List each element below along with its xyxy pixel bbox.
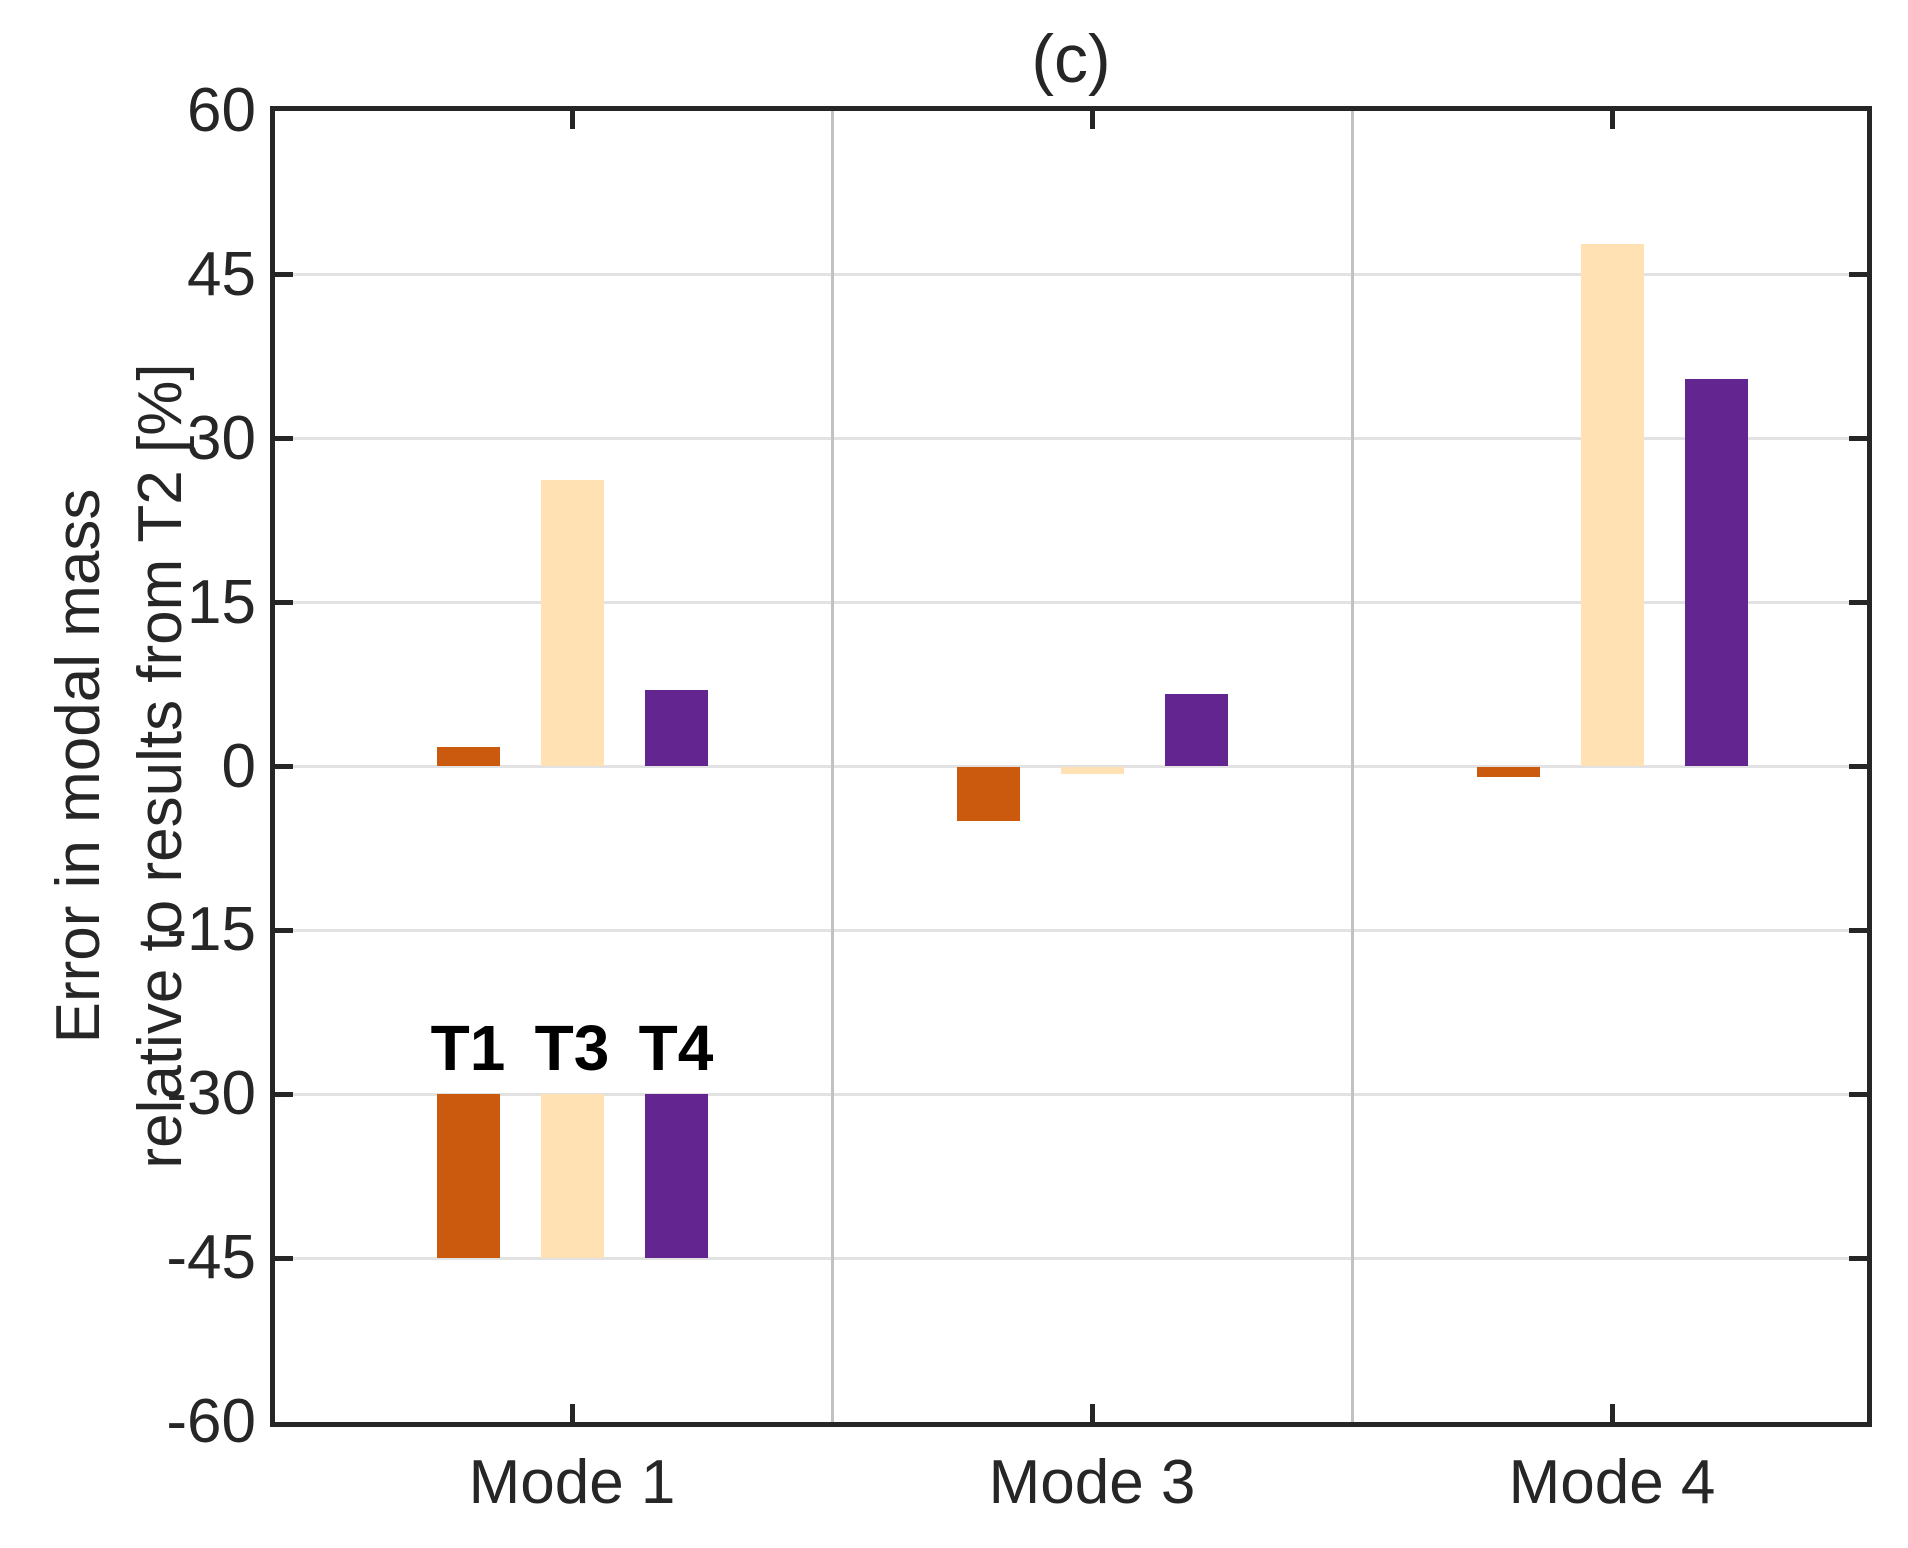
legend-swatch-t4	[644, 1094, 708, 1259]
x-tick-top-mode-3	[1089, 111, 1095, 129]
legend-swatch-t3	[540, 1094, 604, 1259]
bar-t3-mode-1	[540, 480, 604, 767]
x-tick-label-mode-4: Mode 4	[1508, 1448, 1716, 1517]
y-tick-right--15	[1849, 927, 1867, 933]
y-tick-left-0	[275, 764, 293, 769]
x-tick-top-mode-4	[1609, 111, 1615, 129]
y-tick-left--45	[275, 1255, 293, 1261]
y-tick-label--15: -15	[166, 895, 256, 965]
group-separator-1	[830, 111, 834, 1422]
x-tick-bottom-mode-1	[569, 1404, 575, 1422]
x-tick-top-mode-1	[569, 111, 575, 129]
bar-t1-mode-4	[1476, 766, 1540, 778]
y-tick-label-30: 30	[187, 403, 256, 473]
y-tick-label-0: 0	[221, 731, 256, 801]
gridline-y-45	[275, 273, 1867, 277]
legend-swatch-t1	[436, 1094, 500, 1259]
y-tick-label-15: 15	[187, 567, 256, 637]
bar-t3-mode-4	[1580, 244, 1644, 767]
bar-t1-mode-1	[436, 746, 500, 767]
y-tick-label--60: -60	[166, 1387, 256, 1456]
y-tick-left--30	[275, 1091, 293, 1097]
y-tick-left--15	[275, 927, 293, 933]
plot-area: T1 T3 T4	[270, 106, 1872, 1427]
gridline-y-15	[275, 601, 1867, 605]
gridline-y--30	[275, 1092, 1867, 1096]
y-tick-left-15	[275, 600, 293, 606]
gridline-y--45	[275, 1256, 1867, 1260]
y-tick-right-15	[1849, 600, 1867, 606]
legend-label-t3: T3	[534, 1012, 610, 1085]
gridline-y--15	[275, 928, 1867, 932]
bar-t3-mode-3	[1060, 766, 1124, 775]
y-tick-label-60: 60	[187, 76, 256, 145]
y-tick-right--45	[1849, 1255, 1867, 1261]
legend-label-t4: T4	[638, 1012, 714, 1085]
bar-t4-mode-3	[1164, 694, 1228, 767]
y-tick-left-30	[275, 436, 293, 442]
y-tick-right-30	[1849, 436, 1867, 442]
group-separator-2	[1350, 111, 1354, 1422]
x-tick-bottom-mode-3	[1089, 1404, 1095, 1422]
legend-label-t1: T1	[430, 1012, 506, 1085]
x-tick-bottom-mode-4	[1609, 1404, 1615, 1422]
y-tick-label-45: 45	[187, 239, 256, 309]
y-tick-right-45	[1849, 272, 1867, 278]
bar-t4-mode-1	[644, 690, 708, 767]
y-tick-right-0	[1849, 764, 1867, 769]
gridline-y-30	[275, 437, 1867, 441]
y-tick-right--30	[1849, 1091, 1867, 1097]
y-tick-left-45	[275, 272, 293, 278]
bar-t1-mode-3	[956, 766, 1020, 822]
chart-title: (c)	[1031, 21, 1111, 97]
y-tick-label--30: -30	[166, 1059, 256, 1129]
bar-t4-mode-4	[1684, 378, 1748, 767]
x-tick-label-mode-3: Mode 3	[988, 1448, 1196, 1517]
x-tick-label-mode-1: Mode 1	[468, 1448, 676, 1517]
y-tick-label--45: -45	[166, 1223, 256, 1293]
